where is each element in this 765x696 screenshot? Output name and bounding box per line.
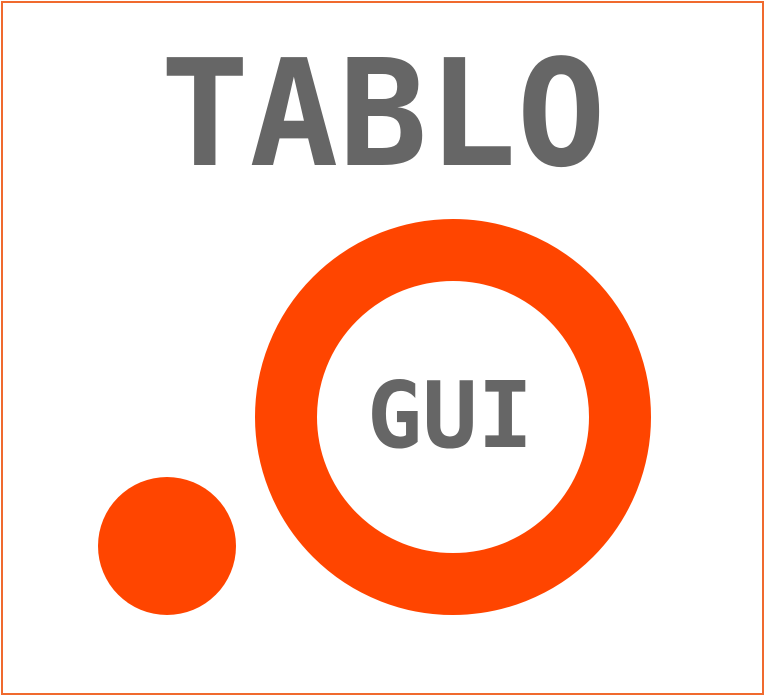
logo-title: TABLO <box>160 28 606 200</box>
ring-label: GUI <box>367 362 533 469</box>
logo-ring <box>255 219 651 615</box>
logo-dot <box>98 477 236 615</box>
